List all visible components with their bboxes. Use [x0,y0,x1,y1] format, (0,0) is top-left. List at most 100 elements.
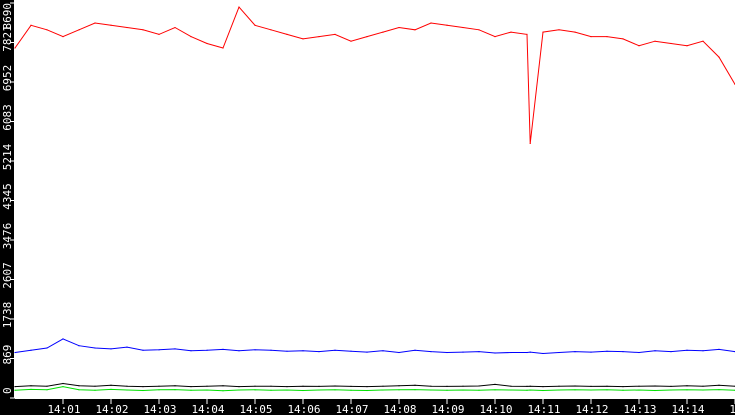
data-point-series-2 [142,386,144,388]
data-point-series-2 [174,385,176,387]
data-point-series-1 [622,351,624,353]
data-point-series-3 [558,389,560,391]
data-point-series-0 [174,26,176,29]
data-point-series-3 [574,389,576,391]
data-point-series-2 [606,385,608,387]
data-point-series-0 [110,24,112,26]
data-point-series-0 [430,22,432,24]
data-point-series-3 [670,389,672,391]
data-point-series-1 [398,351,400,354]
data-point-series-2 [686,385,688,387]
data-point-series-3 [478,389,480,391]
data-point-series-3 [446,389,448,391]
data-point-series-1 [94,347,96,349]
data-point-series-1 [366,351,368,353]
data-point-series-2 [670,385,672,388]
data-point-series-0 [542,31,544,33]
data-point-series-0 [318,36,320,38]
data-point-series-3 [254,389,256,391]
x-tick-label: 14:09 [431,403,464,415]
data-point-series-2 [366,386,368,388]
x-tick-label: 14:11 [527,403,560,415]
y-tick-label: 5214 [1,143,14,170]
data-point-series-1 [206,349,208,351]
data-point-series-1 [270,349,272,351]
data-point-series-0 [142,29,144,31]
data-point-series-1 [686,349,688,351]
data-point-series-1 [158,349,160,351]
data-point-series-0 [462,26,464,29]
data-point-series-0 [494,36,496,38]
data-point-series-0 [558,29,560,31]
data-point-series-3 [14,389,16,391]
data-point-series-1 [718,348,720,350]
data-point-series-0 [686,45,688,47]
data-point-series-1 [654,350,656,352]
x-tick-label: 14:06 [287,403,320,415]
data-point-series-3 [126,389,128,391]
data-point-series-1 [529,351,531,353]
data-point-series-2 [430,385,432,387]
data-point-series-1 [670,351,672,353]
data-point-series-1 [14,351,16,354]
data-point-series-3 [462,389,464,391]
y-tick-label: 6952 [1,65,14,92]
x-tick-label: 14 [729,403,735,415]
data-point-series-0 [526,33,528,35]
data-point-series-0 [254,24,256,26]
y-tick-label: 869 [1,345,14,365]
data-point-series-2 [254,385,256,387]
data-point-series-0 [478,29,480,31]
data-point-series-3 [350,389,352,391]
data-point-series-0 [529,142,531,145]
y-tick-label: 8690 [1,3,14,30]
x-tick-label: 14:14 [671,403,704,415]
data-point-series-2 [238,386,240,388]
y-tick-label: 3476 [1,223,14,250]
data-point-series-3 [174,388,176,391]
data-point-series-1 [302,350,304,352]
data-point-series-2 [462,385,464,387]
x-tick-label: 14:07 [335,403,368,415]
data-point-series-1 [190,350,192,352]
data-point-series-1 [254,349,256,351]
data-point-series-3 [334,389,336,391]
data-point-series-2 [334,385,336,387]
data-point-series-0 [334,33,336,35]
data-point-series-1 [350,350,352,352]
data-point-series-2 [270,385,272,387]
data-point-series-1 [606,350,608,352]
data-point-series-0 [46,29,48,31]
x-tick-label: 14:12 [575,403,608,415]
data-point-series-1 [174,348,176,350]
data-point-series-2 [302,385,304,387]
x-tick-label: 14:04 [191,403,224,415]
y-tick-label: 0 [1,387,14,394]
x-tick-label: 14:03 [143,403,176,415]
data-point-series-2 [414,384,416,386]
data-point-series-3 [190,389,192,391]
data-point-series-2 [62,382,64,385]
data-point-series-3 [702,389,704,391]
data-point-series-2 [350,385,352,388]
data-point-series-1 [462,351,464,353]
data-point-series-1 [318,351,320,353]
y-tick-label: 6083 [1,104,14,131]
data-point-series-0 [302,38,304,40]
data-point-series-2 [222,385,224,387]
data-point-series-3 [78,389,80,391]
x-tick-label: 14:02 [95,403,128,415]
data-point-series-0 [606,36,608,38]
data-point-series-0 [718,56,720,58]
data-point-series-2 [718,384,720,386]
data-point-series-1 [638,351,640,354]
data-point-series-3 [654,389,656,392]
data-point-series-2 [574,385,576,387]
data-point-series-3 [510,389,512,391]
data-point-series-2 [702,385,704,387]
data-point-series-2 [206,385,208,387]
data-point-series-3 [206,389,208,391]
data-point-series-3 [430,389,432,391]
